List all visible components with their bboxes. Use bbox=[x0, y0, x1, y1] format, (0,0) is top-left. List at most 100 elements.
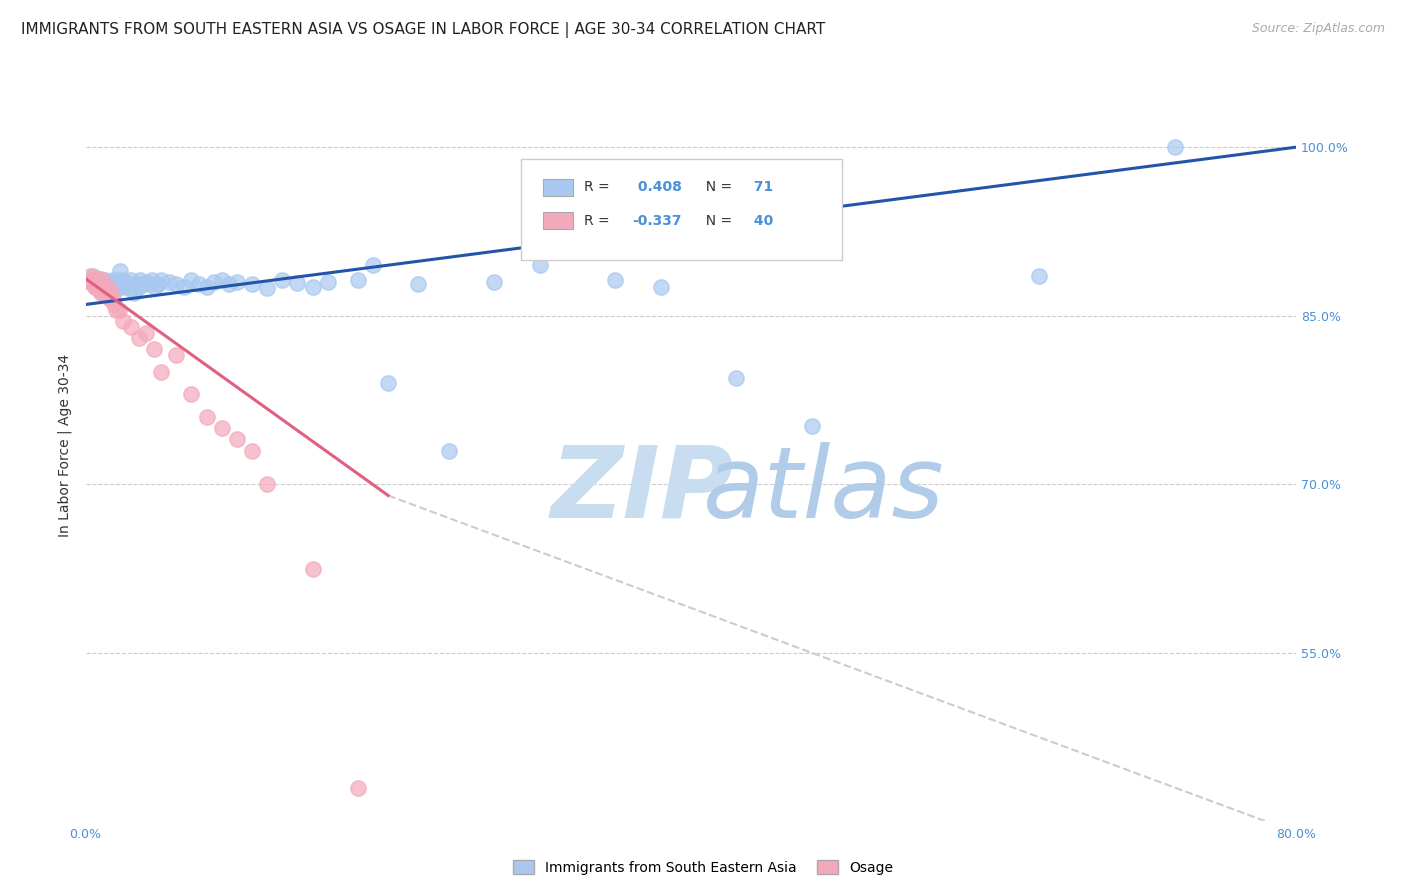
Point bbox=[104, 303, 127, 318]
Point bbox=[83, 279, 105, 293]
Point bbox=[82, 277, 104, 292]
Point bbox=[82, 273, 104, 287]
Point bbox=[132, 277, 155, 292]
Point bbox=[89, 282, 111, 296]
Point bbox=[141, 273, 163, 287]
Point bbox=[377, 376, 399, 391]
Point bbox=[211, 421, 233, 435]
Point bbox=[108, 277, 131, 292]
Bar bbox=[543, 212, 574, 229]
Point bbox=[86, 275, 108, 289]
Point bbox=[148, 277, 170, 292]
Point bbox=[83, 277, 105, 292]
Point bbox=[135, 275, 157, 289]
Point bbox=[605, 273, 627, 287]
Point bbox=[93, 282, 115, 296]
Point bbox=[150, 365, 173, 379]
Point bbox=[84, 279, 107, 293]
Point bbox=[108, 303, 131, 318]
Point bbox=[129, 273, 152, 287]
Point bbox=[100, 286, 122, 301]
Point bbox=[86, 282, 108, 296]
Point bbox=[347, 780, 370, 795]
Point bbox=[271, 273, 294, 287]
Point bbox=[83, 275, 105, 289]
Point bbox=[157, 275, 180, 289]
Point bbox=[138, 277, 160, 292]
Point bbox=[112, 277, 135, 292]
Point bbox=[93, 279, 115, 293]
Text: N =: N = bbox=[697, 180, 737, 194]
Point bbox=[96, 288, 118, 302]
Point bbox=[101, 273, 124, 287]
Point bbox=[97, 286, 120, 301]
Point bbox=[301, 279, 323, 293]
Point bbox=[725, 370, 748, 384]
Point bbox=[225, 275, 247, 289]
Point bbox=[100, 279, 122, 293]
Text: R =: R = bbox=[585, 180, 614, 194]
Point bbox=[101, 286, 124, 301]
Point bbox=[211, 273, 233, 287]
Point bbox=[1028, 269, 1050, 284]
Point bbox=[84, 270, 107, 285]
Point bbox=[103, 297, 125, 311]
Text: 0.408: 0.408 bbox=[633, 180, 682, 194]
Point bbox=[165, 277, 187, 292]
Point bbox=[90, 275, 112, 289]
Point bbox=[202, 275, 225, 289]
Point bbox=[105, 273, 128, 287]
Point bbox=[142, 343, 165, 357]
Point bbox=[82, 269, 104, 284]
Point bbox=[117, 277, 139, 292]
Point bbox=[104, 275, 127, 289]
Text: atlas: atlas bbox=[703, 442, 945, 539]
Point bbox=[79, 269, 101, 284]
Point bbox=[287, 276, 309, 290]
Point bbox=[79, 275, 101, 289]
Point bbox=[91, 277, 114, 292]
Point bbox=[240, 277, 263, 292]
Point bbox=[240, 443, 263, 458]
Point bbox=[150, 273, 173, 287]
Legend: Immigrants from South Eastern Asia, Osage: Immigrants from South Eastern Asia, Osag… bbox=[508, 855, 898, 880]
FancyBboxPatch shape bbox=[522, 159, 842, 260]
Point bbox=[180, 387, 202, 401]
Point bbox=[97, 279, 120, 293]
Point bbox=[128, 331, 150, 345]
Point bbox=[111, 273, 134, 287]
Point bbox=[125, 277, 148, 292]
Point bbox=[347, 273, 370, 287]
Text: IMMIGRANTS FROM SOUTH EASTERN ASIA VS OSAGE IN LABOR FORCE | AGE 30-34 CORRELATI: IMMIGRANTS FROM SOUTH EASTERN ASIA VS OS… bbox=[21, 22, 825, 38]
Point bbox=[120, 320, 142, 334]
Point bbox=[256, 477, 278, 491]
Point bbox=[94, 286, 117, 301]
Point bbox=[110, 264, 132, 278]
Point bbox=[218, 277, 240, 292]
Text: Source: ZipAtlas.com: Source: ZipAtlas.com bbox=[1251, 22, 1385, 36]
Point bbox=[101, 292, 124, 306]
Point bbox=[122, 286, 145, 301]
Point bbox=[94, 273, 117, 287]
Point bbox=[97, 275, 120, 289]
Point bbox=[143, 279, 166, 293]
Text: 40: 40 bbox=[749, 213, 773, 227]
Point bbox=[114, 279, 136, 293]
Point bbox=[84, 279, 107, 293]
Point bbox=[225, 433, 247, 447]
Point bbox=[195, 409, 218, 424]
Point bbox=[316, 275, 339, 289]
Point bbox=[128, 279, 150, 293]
Point bbox=[301, 561, 323, 575]
Point bbox=[800, 418, 823, 433]
Text: N =: N = bbox=[697, 213, 737, 227]
Point bbox=[1164, 140, 1187, 154]
Point bbox=[98, 277, 121, 292]
Point bbox=[80, 275, 103, 289]
Point bbox=[408, 277, 430, 292]
Text: R =: R = bbox=[585, 213, 614, 227]
Point bbox=[103, 277, 125, 292]
Point bbox=[195, 279, 218, 293]
Point bbox=[180, 273, 202, 287]
Bar bbox=[543, 179, 574, 195]
